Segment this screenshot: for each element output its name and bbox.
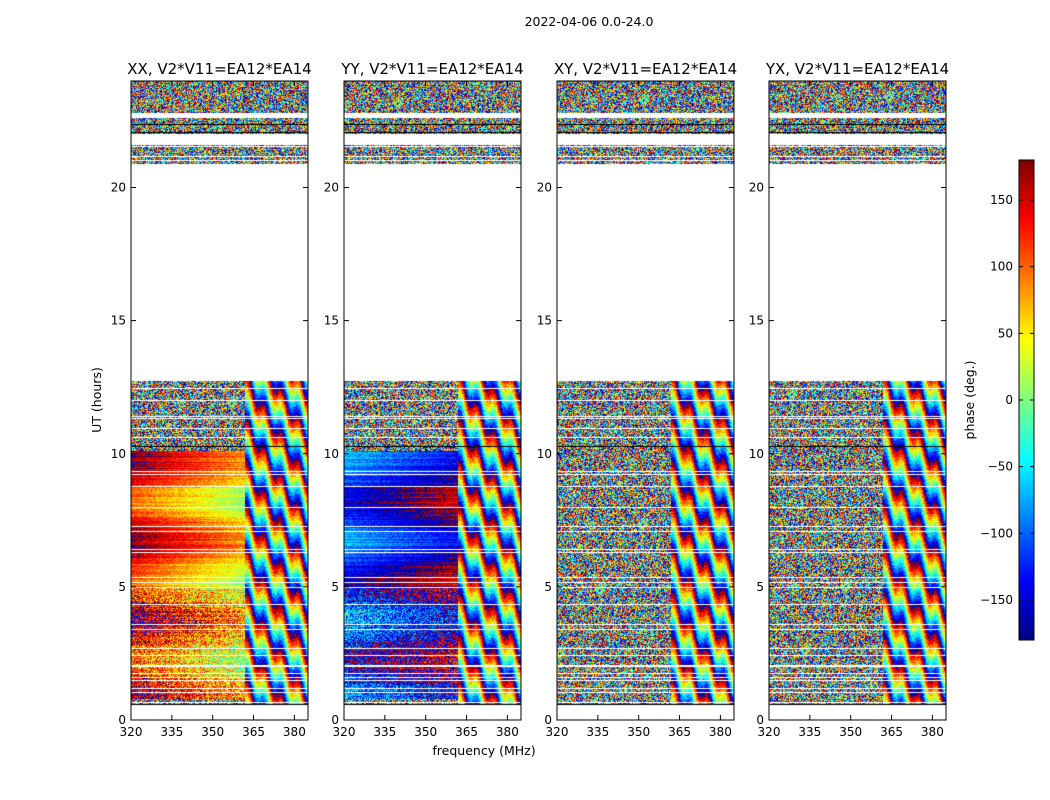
colorbar: 150 100 50 0 −50 −100 −150 phase (deg.) bbox=[962, 159, 1035, 641]
y-tick-label: 20 bbox=[537, 181, 552, 195]
phase-heatmap-xy bbox=[557, 81, 734, 720]
panels: XX, V2*V11=EA12*EA14 320 335 350 365 380 0 5 10 1… bbox=[111, 60, 949, 739]
colorbar-tick-label: 100 bbox=[990, 260, 1013, 274]
phase-heatmap-xx bbox=[131, 81, 308, 720]
x-tick-label: 335 bbox=[160, 725, 183, 739]
x-tick-label: 380 bbox=[921, 725, 944, 739]
x-tick-label: 380 bbox=[283, 725, 306, 739]
colorbar-tick-label: 50 bbox=[998, 326, 1013, 340]
y-tick-label: 5 bbox=[756, 580, 764, 594]
y-tick-label: 10 bbox=[537, 447, 552, 461]
x-tick-label: 320 bbox=[758, 725, 781, 739]
x-tick-label: 365 bbox=[242, 725, 265, 739]
plot-frame bbox=[130, 80, 309, 721]
x-tick-label: 380 bbox=[496, 725, 519, 739]
panel-title: XY, V2*V11=EA12*EA14 bbox=[554, 60, 737, 78]
x-tick-label: 335 bbox=[373, 725, 396, 739]
y-tick-label: 20 bbox=[749, 181, 764, 195]
plot-frame bbox=[556, 80, 735, 721]
x-tick-label: 335 bbox=[586, 725, 609, 739]
x-tick-label: 380 bbox=[709, 725, 732, 739]
x-tick-label: 365 bbox=[668, 725, 691, 739]
panel-yx: YX, V2*V11=EA12*EA14 320 335 350 365 380 0 5 10 1… bbox=[749, 60, 949, 739]
plot-frame bbox=[343, 80, 522, 721]
y-tick-label: 0 bbox=[756, 713, 764, 727]
colorbar-tick-label: −50 bbox=[988, 460, 1013, 474]
colorbar-label: phase (deg.) bbox=[962, 361, 977, 440]
panel-title: YY, V2*V11=EA12*EA14 bbox=[340, 60, 523, 78]
y-tick-label: 10 bbox=[749, 447, 764, 461]
y-tick-label: 5 bbox=[331, 580, 339, 594]
y-tick-label: 15 bbox=[111, 314, 126, 328]
x-axis-label: frequency (MHz) bbox=[432, 743, 535, 758]
y-tick-label: 0 bbox=[118, 713, 126, 727]
x-tick-label: 350 bbox=[627, 725, 650, 739]
panel-xy: XY, V2*V11=EA12*EA14 320 335 350 365 380 0 5 10 1… bbox=[537, 60, 737, 739]
panel-title: YX, V2*V11=EA12*EA14 bbox=[765, 60, 949, 78]
plot-frame bbox=[768, 80, 947, 721]
y-tick-label: 0 bbox=[544, 713, 552, 727]
phase-heatmap-yx bbox=[769, 81, 946, 720]
panel-yy: YY, V2*V11=EA12*EA14 320 335 350 365 380 0 5 10 1… bbox=[324, 60, 524, 739]
x-tick-label: 350 bbox=[414, 725, 437, 739]
y-tick-label: 0 bbox=[331, 713, 339, 727]
y-tick-label: 20 bbox=[111, 181, 126, 195]
y-tick-label: 15 bbox=[324, 314, 339, 328]
colorbar-ticks: 150 100 50 0 −50 −100 −150 bbox=[980, 193, 1034, 607]
colorbar-tick-label: −150 bbox=[980, 593, 1013, 607]
y-tick-label: 15 bbox=[749, 314, 764, 328]
x-tick-label: 320 bbox=[120, 725, 143, 739]
colorbar-tick-label: 150 bbox=[990, 193, 1013, 207]
phase-heatmap-yy bbox=[344, 81, 521, 720]
y-tick-label: 5 bbox=[118, 580, 126, 594]
y-tick-label: 20 bbox=[324, 181, 339, 195]
y-tick-label: 10 bbox=[111, 447, 126, 461]
x-tick-label: 335 bbox=[798, 725, 821, 739]
y-tick-label: 10 bbox=[324, 447, 339, 461]
colorbar-tick-label: 0 bbox=[1005, 393, 1013, 407]
y-tick-label: 5 bbox=[544, 580, 552, 594]
x-tick-label: 350 bbox=[201, 725, 224, 739]
x-tick-label: 320 bbox=[333, 725, 356, 739]
x-tick-label: 365 bbox=[880, 725, 903, 739]
y-axis-label: UT (hours) bbox=[89, 367, 104, 433]
x-tick-label: 320 bbox=[546, 725, 569, 739]
colorbar-tick-label: −100 bbox=[980, 526, 1013, 540]
figure-suptitle: 2022-04-06 0.0-24.0 bbox=[525, 14, 654, 29]
panel-xx: XX, V2*V11=EA12*EA14 320 335 350 365 380 0 5 10 1… bbox=[111, 60, 312, 739]
panel-title: XX, V2*V11=EA12*EA14 bbox=[127, 60, 311, 78]
x-tick-label: 365 bbox=[455, 725, 478, 739]
x-tick-label: 350 bbox=[839, 725, 862, 739]
y-tick-label: 15 bbox=[537, 314, 552, 328]
